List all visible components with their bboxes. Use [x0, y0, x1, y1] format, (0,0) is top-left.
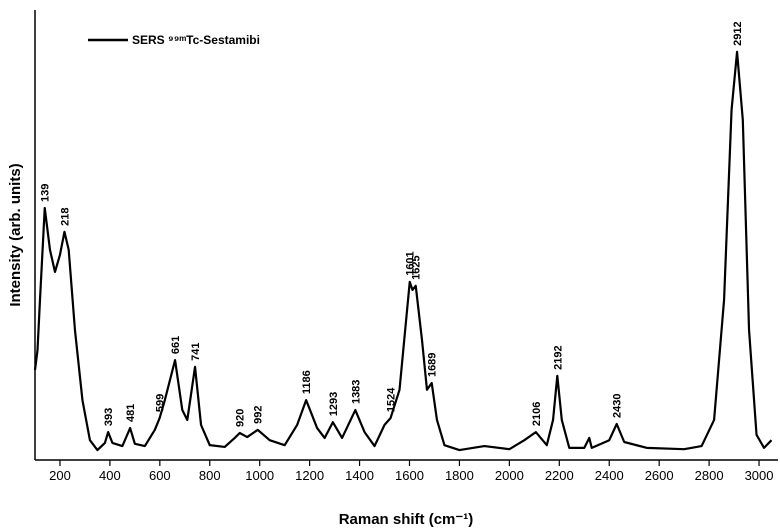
peak-label: 599	[155, 394, 167, 412]
peak-label: 1689	[427, 353, 439, 377]
peak-label: 920	[235, 409, 247, 427]
peak-label: 1383	[350, 380, 362, 404]
x-tick-label: 3000	[745, 468, 774, 483]
peak-label: 992	[253, 405, 265, 423]
peak-label: 393	[103, 408, 115, 426]
peak-label: 2192	[552, 345, 564, 369]
x-tick-label: 1800	[445, 468, 474, 483]
x-tick-label: 800	[199, 468, 221, 483]
peak-label: 481	[125, 404, 137, 422]
x-tick-label: 1400	[345, 468, 374, 483]
peak-label: 2106	[531, 402, 543, 426]
peak-label: 2430	[612, 394, 624, 418]
peak-label: 741	[190, 342, 202, 360]
peak-label: 661	[170, 336, 182, 354]
x-axis-title: Raman shift (cm⁻¹)	[339, 511, 474, 528]
x-tick-label: 400	[99, 468, 121, 483]
peak-label: 1524	[386, 387, 398, 412]
peak-label: 1186	[301, 370, 313, 394]
peak-label: 1601	[405, 251, 417, 275]
x-tick-label: 2600	[645, 468, 674, 483]
peak-label: 218	[59, 207, 71, 225]
x-tick-label: 1200	[295, 468, 324, 483]
peak-label: 1293	[328, 392, 340, 416]
x-tick-label: 1600	[395, 468, 424, 483]
x-tick-label: 600	[149, 468, 171, 483]
spectrum-line	[33, 50, 773, 452]
x-tick-label: 2200	[545, 468, 574, 483]
x-tick-label: 200	[49, 468, 71, 483]
peak-label: 2912	[732, 21, 744, 45]
peak-label: 1625	[411, 255, 423, 279]
y-axis-title: Intensity (arb. units)	[7, 163, 24, 306]
x-tick-label: 2800	[695, 468, 724, 483]
legend-label: SERS ⁹⁹ᵐTc-Sestamibi	[132, 33, 260, 47]
x-tick-label: 1000	[245, 468, 274, 483]
peak-label: 139	[40, 184, 52, 202]
x-tick-label: 2000	[495, 468, 524, 483]
x-tick-label: 2400	[595, 468, 624, 483]
